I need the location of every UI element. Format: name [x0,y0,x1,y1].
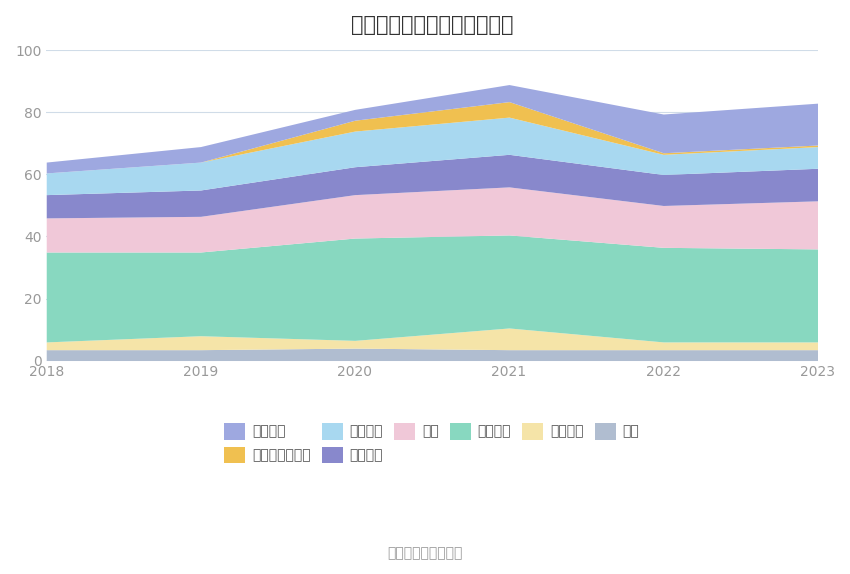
Text: 数据来源：恒生聚源: 数据来源：恒生聚源 [388,546,462,560]
Title: 历年主要资产堆积图（亿元）: 历年主要资产堆积图（亿元） [350,15,513,35]
Legend: 货币资金, 交易性金融资产, 应收票据, 应收账款, 存货, 固定资产, 在建工程, 其它: 货币资金, 交易性金融资产, 应收票据, 应收账款, 存货, 固定资产, 在建工… [219,417,645,469]
